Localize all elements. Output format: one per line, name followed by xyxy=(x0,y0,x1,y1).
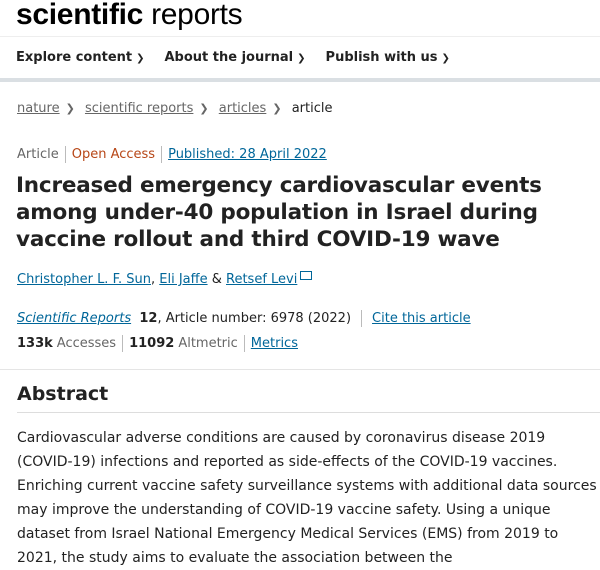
divider xyxy=(122,335,124,352)
article-stats: 133k Accesses 11092 Altmetric Metrics xyxy=(17,335,298,352)
article-type: Article xyxy=(17,147,59,162)
abstract-text: Cardiovascular adverse conditions are ca… xyxy=(17,430,597,566)
chevron-down-icon: ❯ xyxy=(297,53,306,64)
nav-label: Publish with us xyxy=(325,50,438,65)
separator: & xyxy=(211,272,222,287)
chevron-down-icon: ❯ xyxy=(136,53,145,64)
article-number: , Article number: 6978 (2022) xyxy=(157,311,352,326)
metrics-link[interactable]: Metrics xyxy=(250,336,298,351)
breadcrumb-scientific-reports[interactable]: scientific reports xyxy=(84,101,194,116)
nav-label: About the journal xyxy=(164,50,294,65)
chevron-down-icon: ❯ xyxy=(441,53,450,64)
divider xyxy=(0,369,600,370)
chevron-right-icon: ❯ xyxy=(199,102,209,115)
nav-publish[interactable]: Publish with us ❯ xyxy=(326,50,450,65)
logo-light: reports xyxy=(151,0,243,31)
nav-label: Explore content xyxy=(16,50,133,65)
altmetric-label: Altmetric xyxy=(178,336,238,351)
email-icon[interactable] xyxy=(300,271,313,280)
article-meta: Article Open Access Published: 28 April … xyxy=(17,146,327,163)
cite-this-article-link[interactable]: Cite this article xyxy=(372,311,471,326)
divider xyxy=(17,412,600,413)
main-nav: Explore content ❯ About the journal ❯ Publ… xyxy=(0,36,600,82)
chevron-right-icon: ❯ xyxy=(272,102,282,115)
nav-explore-content[interactable]: Explore content ❯ xyxy=(16,50,145,65)
divider xyxy=(64,146,66,163)
article-title: Increased emergency cardiovascular event… xyxy=(16,173,542,252)
author-link[interactable]: Christopher L. F. Sun xyxy=(17,272,151,287)
logo-bold: scientific xyxy=(16,0,144,31)
open-access-badge: Open Access xyxy=(71,147,156,162)
breadcrumb: nature ❯ scientific reports ❯ articles ❯ ar… xyxy=(17,101,332,116)
breadcrumb-nature[interactable]: nature xyxy=(17,101,60,116)
accesses-count: 133k xyxy=(17,336,53,351)
breadcrumb-current: article xyxy=(291,101,333,116)
published-date-link[interactable]: Published: 28 April 2022 xyxy=(168,147,327,162)
divider xyxy=(161,146,163,163)
author-list: Christopher L. F. Sun, Eli Jaffe & Retse… xyxy=(17,271,313,287)
volume: 12 xyxy=(139,311,158,326)
accesses-label: Accesses xyxy=(56,336,117,351)
journal-logo[interactable]: scientific reports xyxy=(16,0,243,32)
breadcrumb-articles[interactable]: articles xyxy=(218,101,267,116)
journal-link[interactable]: Scientific Reports xyxy=(17,311,132,326)
author-link[interactable]: Eli Jaffe xyxy=(159,272,208,287)
author-link[interactable]: Retsef Levi xyxy=(226,272,298,287)
divider xyxy=(361,310,363,327)
nav-about-journal[interactable]: About the journal ❯ xyxy=(165,50,306,65)
divider xyxy=(243,335,245,352)
separator: , xyxy=(150,272,156,287)
citation-line: Scientific Reports 12, Article number: 6… xyxy=(17,310,471,327)
altmetric-score: 11092 xyxy=(129,336,175,351)
abstract-heading: Abstract xyxy=(17,383,109,405)
chevron-right-icon: ❯ xyxy=(65,102,75,115)
